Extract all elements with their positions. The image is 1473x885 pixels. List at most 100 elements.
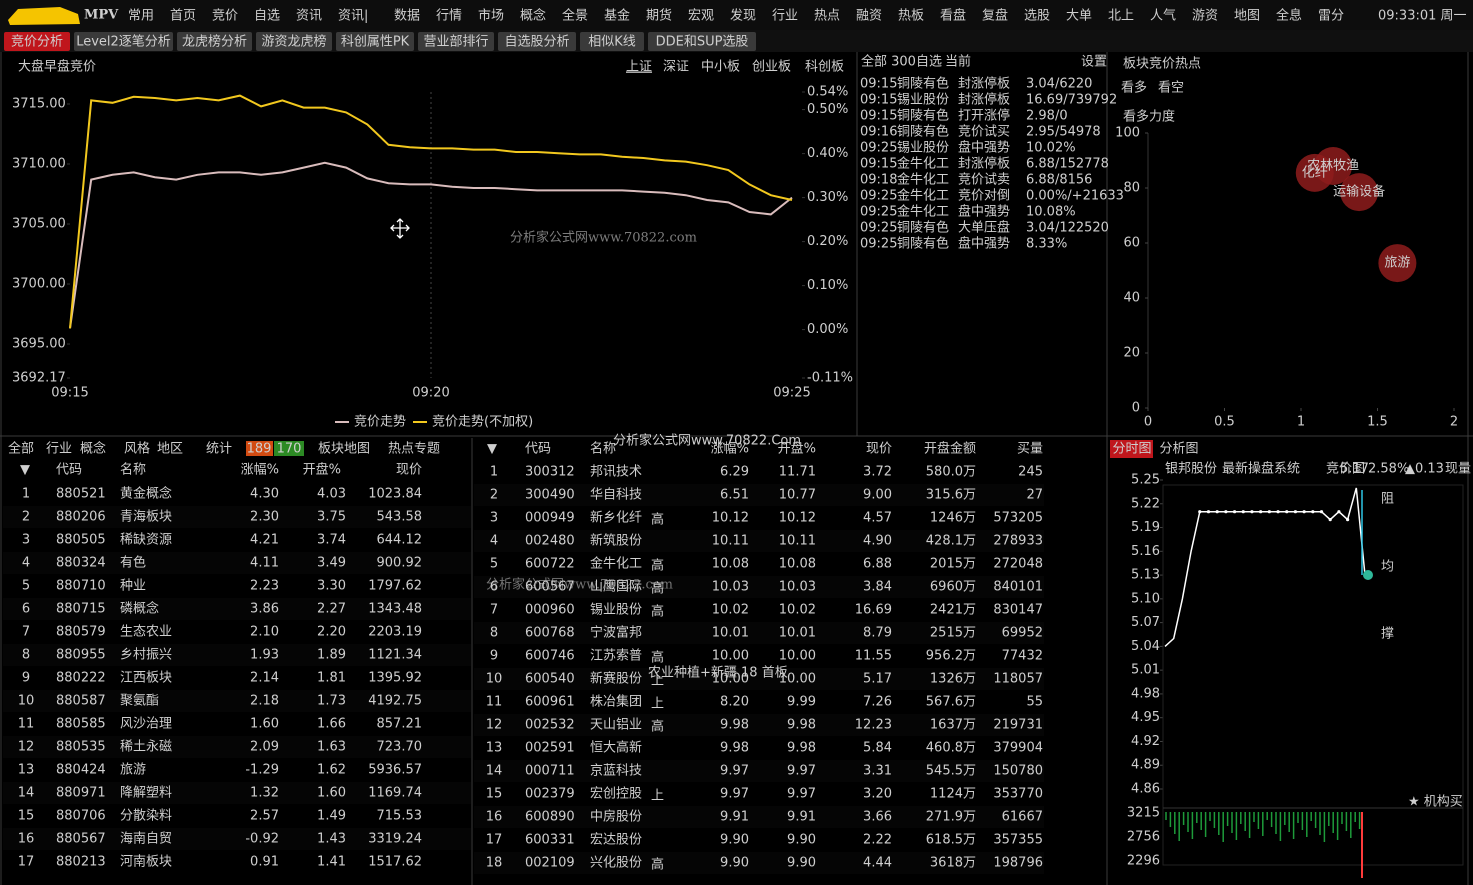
tab[interactable] bbox=[336, 32, 414, 51]
column-header[interactable]: 名称 bbox=[120, 462, 146, 478]
settings[interactable]: 设置 bbox=[1081, 55, 1107, 70]
alert-filter[interactable]: 全部 300 bbox=[861, 54, 916, 70]
table-link[interactable]: 热点专题 bbox=[388, 442, 440, 457]
table-tab[interactable]: 行业 bbox=[46, 442, 72, 457]
menu-item[interactable]: 复盘 bbox=[982, 8, 1008, 24]
tab-label[interactable]: 科创属性PK bbox=[341, 35, 410, 50]
bubble[interactable] bbox=[1378, 244, 1417, 283]
name[interactable]: 海南自贸 bbox=[120, 831, 172, 847]
table-tab[interactable]: 风格 bbox=[124, 441, 150, 457]
market-tab[interactable]: 上证 bbox=[626, 60, 652, 75]
menu-item[interactable]: 热点 bbox=[814, 9, 840, 24]
column-header[interactable]: 买量 bbox=[1017, 442, 1043, 457]
name[interactable]: 新赛股份 bbox=[590, 671, 642, 687]
bubble[interactable] bbox=[1340, 173, 1379, 212]
menu-item[interactable]: 行情 bbox=[436, 9, 462, 24]
market-tab[interactable]: 科创板 bbox=[805, 60, 844, 75]
tab-label[interactable]: 竞价分析 bbox=[11, 34, 63, 50]
name[interactable]: 新筑股份 bbox=[590, 533, 642, 549]
table-tab[interactable]: 地区 bbox=[157, 442, 183, 457]
name[interactable]: 聚氨酯 bbox=[120, 694, 159, 709]
name[interactable]: 风沙治理 bbox=[120, 717, 172, 732]
menu-item[interactable]: 宏观 bbox=[688, 9, 714, 24]
menu-item[interactable]: 市场 bbox=[478, 8, 504, 24]
name[interactable]: 锡业股份 bbox=[590, 603, 642, 618]
name[interactable]: 宏达股份 bbox=[590, 833, 642, 848]
name[interactable]: 稀缺资源 bbox=[120, 533, 172, 548]
alert-filter[interactable]: 自选 bbox=[916, 55, 942, 70]
menu-item[interactable]: 行业 bbox=[772, 9, 798, 24]
name[interactable]: 山鹰国际 bbox=[590, 579, 642, 595]
tab[interactable] bbox=[418, 32, 494, 51]
menu-item[interactable]: 热板 bbox=[898, 9, 924, 24]
menu-item[interactable]: 发现 bbox=[730, 8, 756, 24]
menu-item[interactable]: 自选 bbox=[254, 9, 280, 24]
menu-item[interactable]: 全景 bbox=[562, 8, 588, 24]
tab[interactable] bbox=[4, 32, 70, 51]
name[interactable]: 江苏索普 bbox=[590, 648, 642, 664]
menu-item[interactable]: 融资 bbox=[856, 9, 882, 24]
name[interactable]: 京蓝科技 bbox=[590, 764, 642, 779]
menu-item[interactable]: 常用 bbox=[128, 9, 154, 24]
tab[interactable] bbox=[177, 32, 252, 51]
name[interactable]: 磷概念 bbox=[120, 601, 159, 617]
name[interactable]: 种业 bbox=[120, 579, 146, 594]
name[interactable]: 兴化股份 bbox=[590, 856, 642, 871]
column-header[interactable]: 开盘% bbox=[303, 462, 341, 478]
menu-item[interactable]: 游资 bbox=[1192, 9, 1218, 24]
name[interactable]: 天山铝业 bbox=[590, 718, 642, 733]
tab-label[interactable]: 自选股分析 bbox=[504, 35, 569, 50]
name[interactable]: 新乡化纤 bbox=[590, 510, 642, 526]
name[interactable]: 江西板块 bbox=[120, 671, 172, 686]
menu-item[interactable]: 全息 bbox=[1276, 8, 1302, 24]
tab-label[interactable]: 相似K线 bbox=[588, 35, 636, 50]
column-header[interactable]: 名称 bbox=[590, 441, 616, 457]
menu-item[interactable]: 北上 bbox=[1108, 9, 1134, 24]
name[interactable]: 降解塑料 bbox=[120, 786, 172, 801]
name[interactable]: 有色 bbox=[120, 555, 146, 571]
tab-label[interactable]: 游资龙虎榜 bbox=[261, 34, 326, 50]
tab-label[interactable]: 分析图 bbox=[1159, 442, 1198, 457]
table-tab[interactable]: 统计 bbox=[206, 442, 232, 457]
tab-label[interactable]: 营业部排行 bbox=[423, 35, 488, 50]
name[interactable]: 恒大高新 bbox=[590, 740, 642, 756]
column-header[interactable]: 代码 bbox=[56, 463, 82, 478]
name[interactable]: 宁波富邦 bbox=[590, 625, 642, 641]
menu-item[interactable]: 大单 bbox=[1066, 9, 1092, 24]
tab-label[interactable]: DDE和SUP选股 bbox=[656, 35, 749, 50]
menu-item[interactable]: 资讯 bbox=[296, 9, 322, 24]
tab[interactable] bbox=[1110, 440, 1153, 458]
column-header[interactable]: 现价 bbox=[396, 463, 422, 478]
tab-label[interactable]: Level2逐笔分析 bbox=[76, 34, 171, 50]
tab[interactable] bbox=[580, 32, 644, 51]
menu-item[interactable]: 资讯| bbox=[338, 9, 368, 24]
market-tab[interactable]: 中小板 bbox=[701, 60, 740, 75]
menu-item[interactable]: 选股 bbox=[1024, 9, 1050, 24]
name[interactable]: 分散染料 bbox=[120, 809, 172, 824]
menu-item[interactable]: 概念 bbox=[520, 8, 546, 24]
tab[interactable] bbox=[74, 32, 173, 51]
table-tab[interactable]: 概念 bbox=[80, 441, 106, 457]
menu-item[interactable]: 看盘 bbox=[940, 8, 966, 24]
menu-item[interactable]: 竞价 bbox=[212, 8, 238, 24]
name[interactable]: 株冶集团 bbox=[590, 694, 642, 710]
name[interactable]: 生态农业 bbox=[120, 625, 172, 640]
name[interactable]: 乡村振兴 bbox=[120, 648, 172, 663]
menu-item[interactable]: 地图 bbox=[1234, 9, 1260, 24]
name[interactable]: 邦讯技术 bbox=[590, 465, 642, 480]
column-header[interactable]: 涨幅% bbox=[711, 442, 749, 457]
market-tab[interactable]: 创业板 bbox=[752, 60, 791, 75]
tab-label[interactable]: 分时图 bbox=[1112, 442, 1151, 457]
name[interactable]: 黄金概念 bbox=[120, 486, 172, 502]
tab[interactable] bbox=[648, 32, 756, 51]
column-header[interactable]: 代码 bbox=[525, 442, 551, 457]
tab-label[interactable]: 龙虎榜分析 bbox=[182, 34, 247, 50]
alert-filter[interactable]: 当前 bbox=[945, 54, 971, 70]
column-header[interactable]: 现价 bbox=[866, 442, 892, 457]
menu-item[interactable]: 基金 bbox=[604, 8, 630, 24]
table-tab[interactable]: 全部 bbox=[8, 441, 34, 457]
menu-item[interactable]: 雷分 bbox=[1318, 9, 1344, 24]
menu-item[interactable]: 人气 bbox=[1150, 8, 1176, 24]
tab[interactable] bbox=[498, 32, 576, 51]
name[interactable]: 旅游 bbox=[120, 763, 146, 778]
